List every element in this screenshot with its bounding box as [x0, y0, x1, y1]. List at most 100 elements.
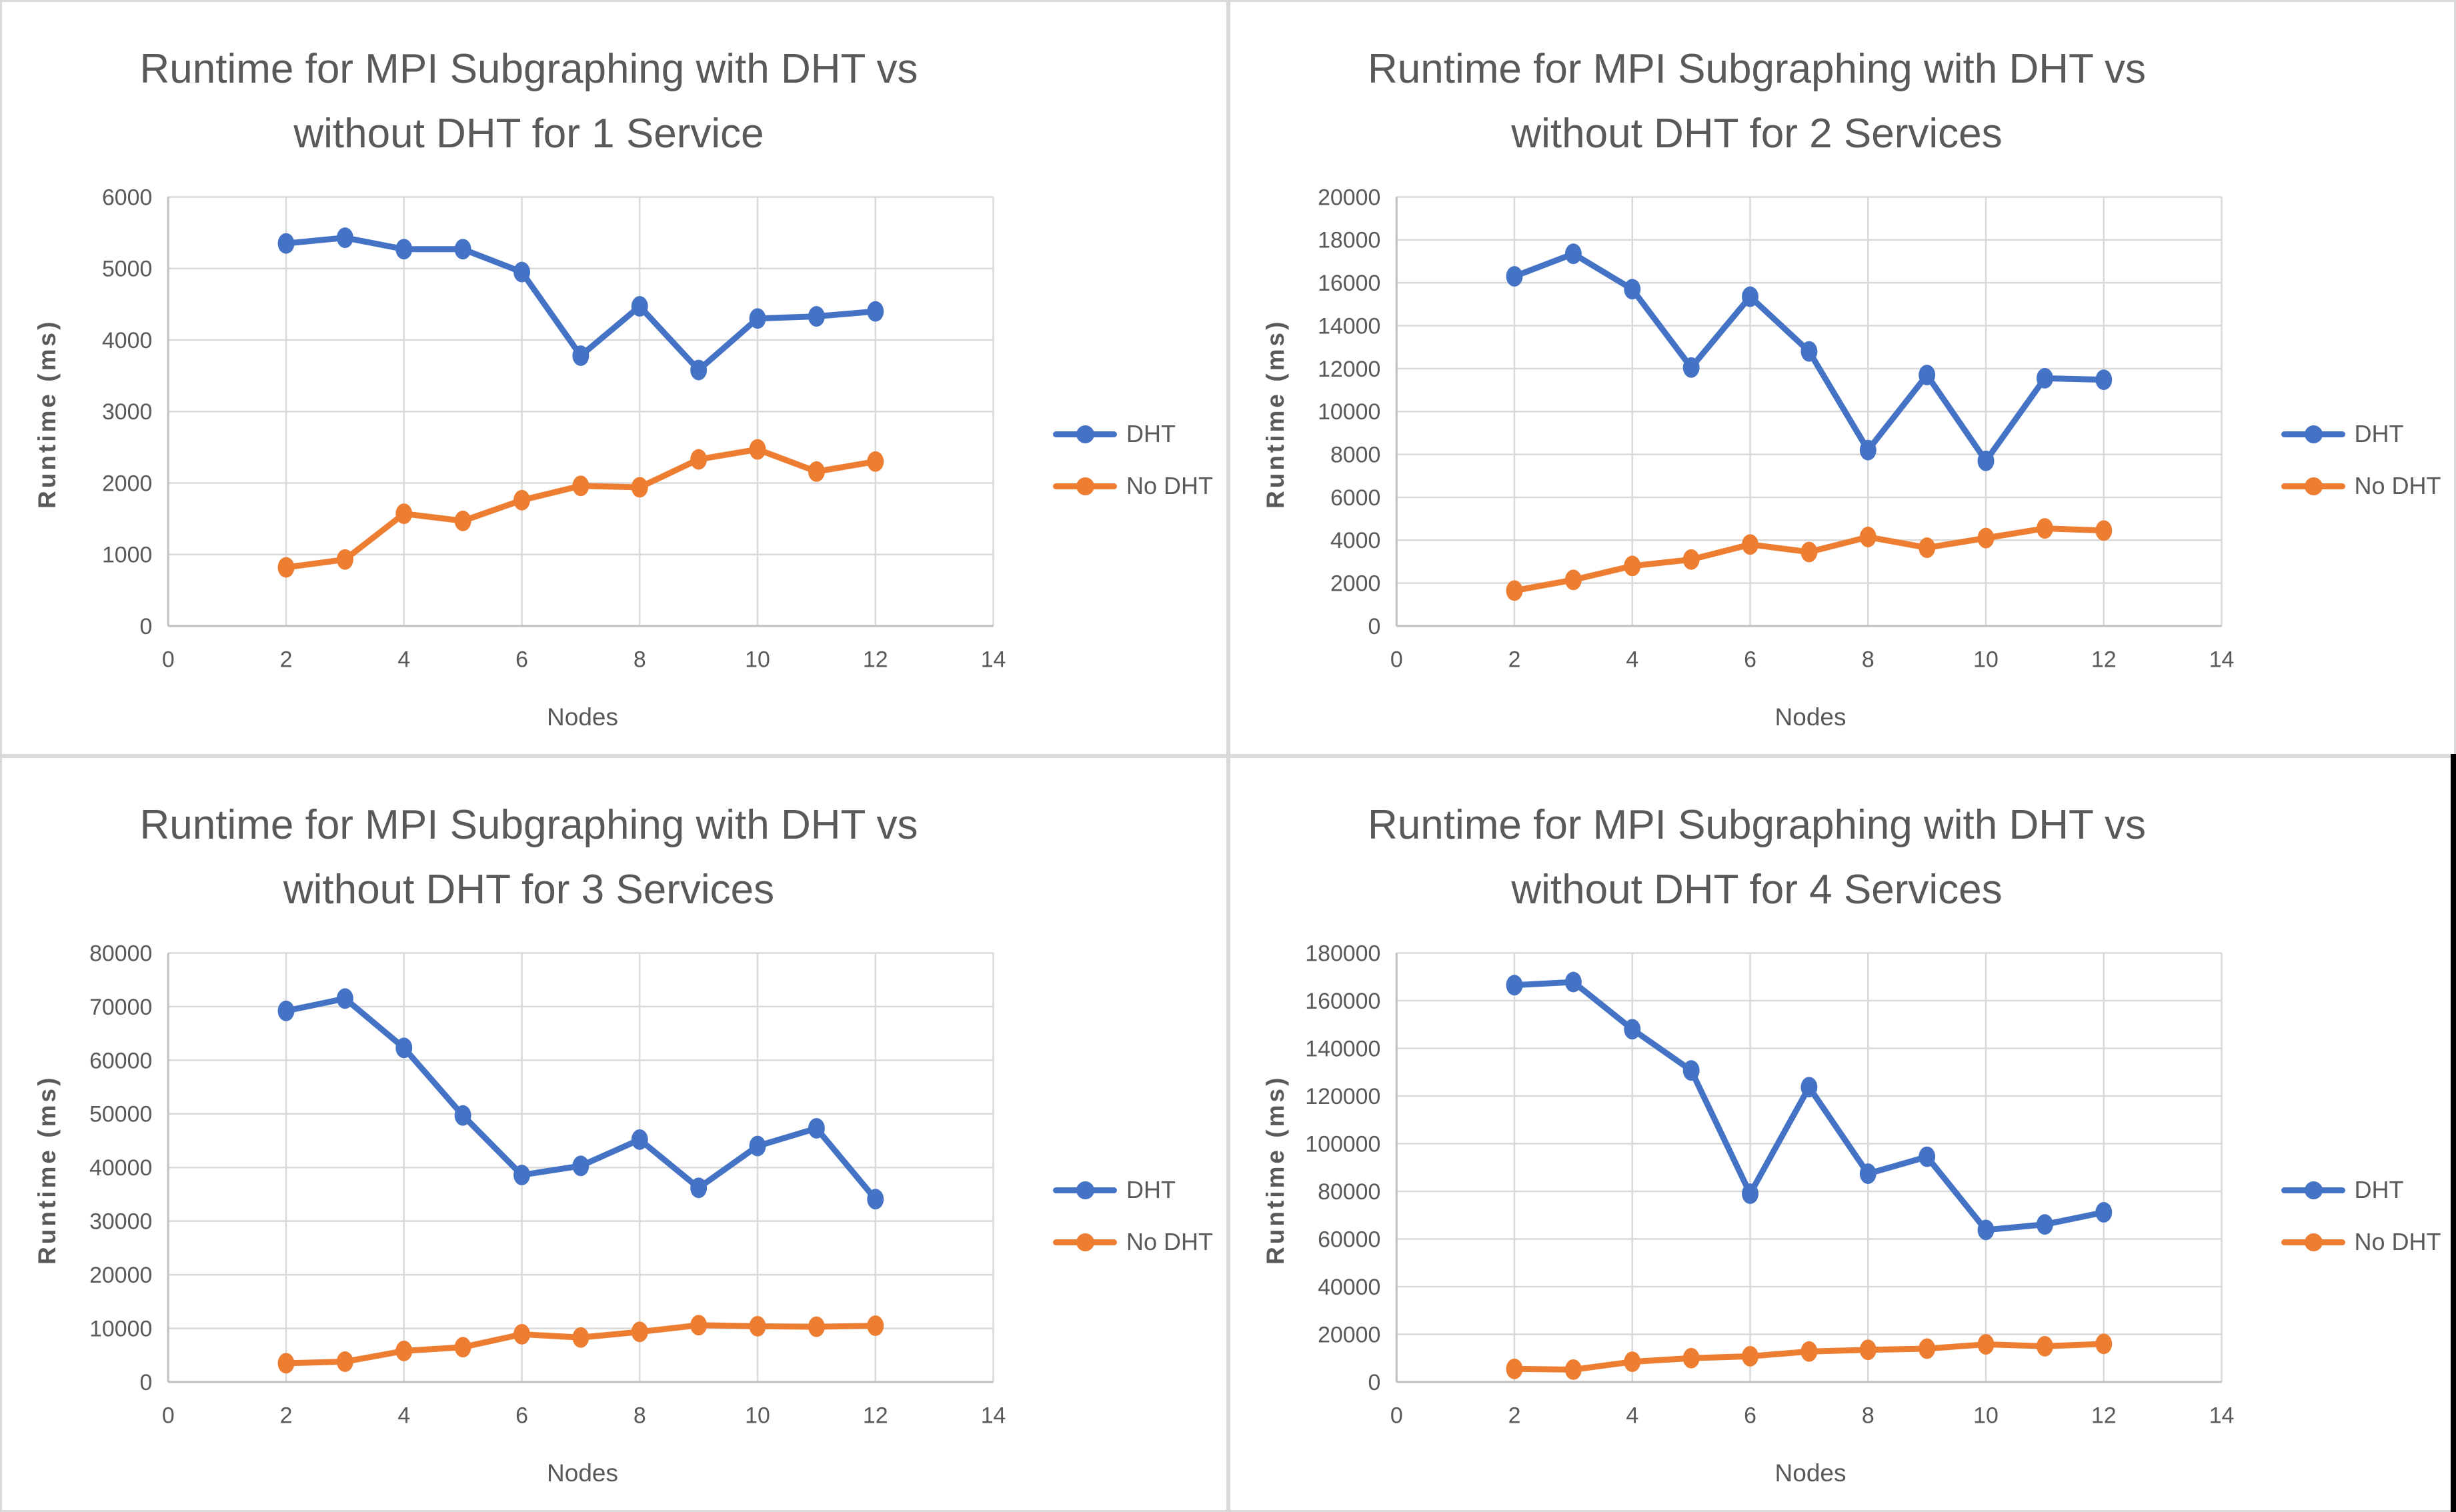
svg-text:16000: 16000 [1318, 271, 1380, 296]
svg-text:12000: 12000 [1318, 357, 1380, 382]
data-point-marker [1741, 1345, 1758, 1367]
series-dht [1506, 243, 2112, 471]
dht-line-marker-icon [1053, 1175, 1117, 1205]
svg-text:18000: 18000 [1318, 228, 1380, 253]
legend-label: DHT [2354, 420, 2404, 447]
chart-title-line2: without DHT for 1 Service [293, 111, 764, 157]
legend-label: DHT [1126, 1176, 1176, 1203]
data-point-marker [1977, 1219, 1994, 1241]
data-point-marker [1918, 537, 1935, 558]
data-point-marker [454, 239, 471, 260]
data-point-marker [277, 233, 295, 254]
svg-text:60000: 60000 [1318, 1227, 1380, 1252]
data-point-marker [1741, 534, 1758, 555]
svg-text:8: 8 [634, 1403, 646, 1429]
svg-text:4: 4 [397, 647, 410, 673]
data-point-marker [631, 1321, 648, 1343]
series-dht [277, 227, 884, 381]
svg-text:160000: 160000 [1305, 989, 1380, 1014]
data-point-marker [1800, 1341, 1817, 1362]
svg-text:0: 0 [162, 647, 175, 673]
legend-label: No DHT [1126, 1228, 1214, 1255]
x-axis-title: Nodes [1774, 703, 1847, 731]
data-point-marker [513, 1165, 530, 1185]
legend-label: No DHT [2354, 1228, 2441, 1255]
dht-line-marker-icon [1053, 419, 1117, 449]
chart-title-line2: without DHT for 2 Services [1511, 111, 2003, 157]
chart-title: Runtime for MPI Subgraphing with DHT vs … [1257, 793, 2257, 922]
chart-title-line2: without DHT for 3 Services [283, 867, 775, 913]
data-point-marker [277, 1000, 295, 1021]
svg-text:4000: 4000 [102, 328, 152, 353]
data-point-marker [454, 1105, 471, 1126]
legend-label: DHT [2354, 1176, 2404, 1203]
legend-item-no-dht: No DHT [2281, 471, 2441, 501]
svg-text:10: 10 [745, 647, 770, 673]
data-point-marker [808, 1316, 825, 1337]
no-dht-line-marker-icon [1053, 1227, 1117, 1257]
data-point-marker [1918, 365, 1935, 385]
svg-text:14: 14 [2209, 1403, 2234, 1429]
data-point-marker [1682, 1347, 1700, 1369]
svg-text:12: 12 [863, 1403, 888, 1429]
series-no-dht [1506, 518, 2112, 601]
data-point-marker [631, 1129, 648, 1150]
series-no-dht [277, 1315, 884, 1374]
plot-area-svg: 0 20000 40000 60000 80000 100000 120000 140000 1… [1305, 941, 2234, 1429]
series-dht [1506, 971, 2112, 1241]
data-point-marker [1564, 1359, 1582, 1380]
data-point-marker [513, 1324, 530, 1345]
svg-text:0: 0 [1390, 647, 1402, 673]
svg-text:120000: 120000 [1305, 1084, 1380, 1109]
svg-text:10000: 10000 [1318, 399, 1380, 425]
data-point-marker [690, 1315, 708, 1336]
axis-lines [167, 953, 994, 1383]
data-point-marker [1977, 527, 1994, 549]
data-point-marker [1741, 286, 1758, 307]
data-point-marker [749, 1135, 766, 1157]
data-point-marker [1977, 1334, 1994, 1355]
chart-title-line1: Runtime for MPI Subgraphing with DHT vs [139, 802, 918, 848]
data-point-marker [1682, 549, 1700, 570]
svg-text:8: 8 [1861, 1403, 1874, 1429]
svg-text:60000: 60000 [89, 1048, 152, 1073]
data-point-marker [1741, 1183, 1758, 1204]
data-point-marker [1859, 1163, 1877, 1184]
svg-text:10: 10 [1973, 1403, 1999, 1429]
data-point-marker [631, 477, 648, 498]
chart-title: Runtime for MPI Subgraphing with DHT vs … [29, 793, 1029, 922]
chart-runtime-4-services: Runtime for MPI Subgraphing with DHT vs … [1228, 756, 2456, 1512]
legend-item-dht: DHT [1053, 1175, 1213, 1205]
data-point-marker [690, 449, 708, 470]
svg-text:20000: 20000 [1318, 1322, 1380, 1347]
data-point-marker [1506, 975, 1522, 996]
data-point-marker [395, 239, 413, 260]
svg-text:2: 2 [1508, 647, 1520, 673]
data-point-marker [1859, 527, 1877, 547]
screen-edge-black-strip [2451, 754, 2456, 1512]
data-point-marker [2095, 1333, 2112, 1355]
svg-text:14: 14 [2209, 647, 2234, 673]
svg-text:180000: 180000 [1305, 941, 1380, 966]
svg-text:8: 8 [1861, 647, 1874, 673]
svg-text:2: 2 [280, 1403, 293, 1429]
data-point-marker [1623, 1019, 1640, 1040]
data-point-marker [1800, 341, 1817, 362]
x-axis-tick-labels: 0 2 4 6 8 10 12 14 [1390, 1403, 2234, 1429]
svg-text:5000: 5000 [102, 257, 152, 282]
no-dht-line-marker-icon [2281, 471, 2345, 501]
data-point-marker [572, 1155, 589, 1177]
chart-runtime-1-service: Runtime for MPI Subgraphing with DHT vs … [0, 0, 1228, 756]
data-point-marker [277, 557, 295, 578]
svg-text:10000: 10000 [89, 1317, 152, 1342]
svg-text:2: 2 [280, 647, 293, 673]
y-axis-tick-labels: 0 20000 40000 60000 80000 100000 120000 140000 1… [1305, 941, 1380, 1395]
legend-item-dht: DHT [1053, 419, 1213, 449]
data-point-marker [867, 1189, 884, 1210]
x-axis-title: Nodes [1774, 1459, 1847, 1487]
axis-lines [167, 197, 994, 627]
data-point-marker [1682, 1060, 1700, 1081]
svg-text:14000: 14000 [1318, 313, 1380, 339]
data-point-marker [454, 510, 471, 531]
data-point-marker [454, 1337, 471, 1358]
